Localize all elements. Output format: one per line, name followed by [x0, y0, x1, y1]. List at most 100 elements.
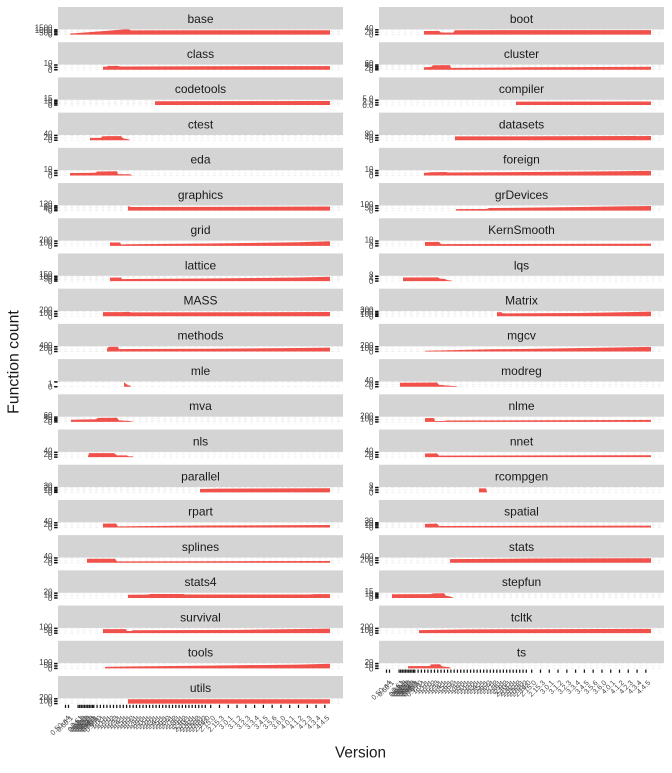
svg-text:10: 10: [44, 165, 53, 174]
svg-text:80: 80: [44, 202, 53, 211]
svg-text:tcltk: tcltk: [511, 610, 533, 624]
svg-text:utils: utils: [190, 681, 211, 695]
svg-text:ctest: ctest: [188, 117, 214, 131]
svg-text:mva: mva: [189, 399, 212, 413]
svg-text:200: 200: [39, 344, 53, 353]
svg-text:0: 0: [48, 242, 53, 251]
svg-text:20: 20: [365, 519, 374, 528]
svg-text:200: 200: [360, 341, 374, 350]
svg-text:0: 0: [369, 347, 374, 356]
svg-text:300: 300: [360, 305, 374, 314]
svg-text:8: 8: [369, 482, 374, 491]
svg-text:parallel: parallel: [181, 470, 220, 484]
svg-text:0: 0: [369, 453, 374, 462]
svg-text:100: 100: [39, 696, 53, 705]
svg-text:0: 0: [48, 66, 53, 75]
svg-text:0: 0: [48, 418, 53, 427]
svg-text:400: 400: [360, 552, 374, 561]
svg-text:0: 0: [48, 347, 53, 356]
svg-text:60: 60: [44, 411, 53, 420]
svg-text:5: 5: [48, 99, 53, 108]
svg-text:0: 0: [369, 136, 374, 145]
svg-text:nls: nls: [193, 434, 208, 448]
svg-text:10: 10: [44, 96, 53, 105]
svg-text:mle: mle: [191, 364, 211, 378]
svg-text:40: 40: [365, 24, 374, 33]
svg-text:0: 0: [369, 664, 374, 673]
svg-text:ts: ts: [517, 646, 526, 660]
svg-text:0: 0: [369, 383, 374, 392]
svg-text:20: 20: [365, 27, 374, 36]
svg-text:2.5: 2.5: [362, 98, 374, 107]
svg-text:0: 0: [48, 31, 53, 40]
svg-text:10: 10: [365, 589, 374, 598]
svg-text:10: 10: [365, 165, 374, 174]
svg-text:0: 0: [369, 277, 374, 286]
svg-text:0: 0: [48, 559, 53, 568]
svg-text:20: 20: [44, 416, 53, 425]
svg-text:8: 8: [369, 270, 374, 279]
svg-text:80: 80: [365, 130, 374, 139]
svg-text:stepfun: stepfun: [502, 575, 541, 589]
svg-text:rpart: rpart: [188, 505, 213, 519]
svg-text:20: 20: [44, 450, 53, 459]
svg-text:mgcv: mgcv: [507, 329, 536, 343]
svg-text:foreign: foreign: [503, 153, 540, 167]
svg-text:40: 40: [365, 61, 374, 70]
svg-text:20: 20: [365, 658, 374, 667]
svg-text:0: 0: [48, 101, 53, 110]
svg-text:0: 0: [48, 383, 53, 392]
svg-text:KernSmooth: KernSmooth: [488, 223, 555, 237]
svg-text:nnet: nnet: [510, 434, 534, 448]
svg-text:40: 40: [44, 204, 53, 213]
svg-text:0: 0: [369, 629, 374, 638]
svg-text:20: 20: [44, 484, 53, 493]
svg-text:0: 0: [48, 136, 53, 145]
svg-text:0: 0: [369, 66, 374, 75]
svg-text:0: 0: [369, 594, 374, 603]
svg-text:0: 0: [48, 488, 53, 497]
svg-text:50: 50: [365, 203, 374, 212]
svg-text:120: 120: [39, 200, 53, 209]
svg-text:60: 60: [365, 59, 374, 68]
svg-text:200: 200: [360, 623, 374, 632]
svg-text:0: 0: [48, 524, 53, 533]
svg-text:200: 200: [360, 555, 374, 564]
svg-text:tools: tools: [188, 646, 213, 660]
svg-text:modreg: modreg: [501, 364, 542, 378]
svg-text:400: 400: [39, 341, 53, 350]
svg-text:0.0: 0.0: [362, 101, 374, 110]
svg-text:20: 20: [44, 555, 53, 564]
svg-text:class: class: [187, 47, 214, 61]
svg-text:20: 20: [365, 450, 374, 459]
svg-text:500: 500: [39, 28, 53, 37]
svg-text:5: 5: [48, 168, 53, 177]
svg-text:datasets: datasets: [499, 117, 544, 131]
svg-text:100: 100: [39, 239, 53, 248]
svg-text:codetools: codetools: [175, 82, 226, 96]
svg-text:40: 40: [365, 447, 374, 456]
svg-text:200: 200: [360, 411, 374, 420]
svg-text:40: 40: [365, 376, 374, 385]
svg-text:20: 20: [44, 133, 53, 142]
svg-text:base: base: [187, 12, 213, 26]
svg-text:50: 50: [44, 661, 53, 670]
svg-text:40: 40: [44, 517, 53, 526]
svg-text:10: 10: [44, 59, 53, 68]
svg-text:100: 100: [360, 415, 374, 424]
svg-text:0: 0: [369, 31, 374, 40]
svg-text:0: 0: [369, 312, 374, 321]
svg-text:5: 5: [369, 239, 374, 248]
svg-text:0: 0: [48, 664, 53, 673]
svg-text:40: 40: [44, 447, 53, 456]
svg-text:100: 100: [360, 310, 374, 319]
svg-text:20: 20: [44, 587, 53, 596]
svg-text:10: 10: [365, 235, 374, 244]
svg-text:0: 0: [369, 559, 374, 568]
svg-text:0: 0: [48, 207, 53, 216]
svg-text:40: 40: [365, 133, 374, 142]
svg-text:20: 20: [44, 520, 53, 529]
svg-text:15: 15: [365, 587, 374, 596]
svg-text:100: 100: [39, 309, 53, 318]
svg-text:0: 0: [48, 700, 53, 709]
